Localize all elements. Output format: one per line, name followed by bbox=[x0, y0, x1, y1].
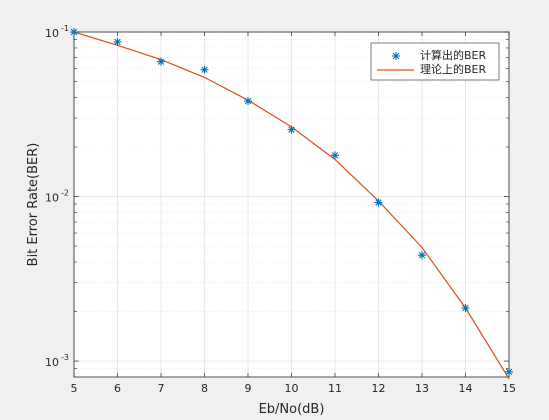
x-tick-label: 6 bbox=[114, 382, 121, 395]
y-axis-label: Bit Error Rate(BER) bbox=[26, 143, 41, 267]
legend[interactable]: 计算出的BER 理论上的BER bbox=[370, 42, 500, 81]
x-tick-label: 11 bbox=[328, 382, 342, 395]
legend-box bbox=[370, 42, 500, 81]
computed-ber-point bbox=[461, 304, 470, 313]
x-tick-label: 8 bbox=[201, 382, 208, 395]
computed-ber-point bbox=[157, 57, 165, 66]
y-axis-ticks: 10-110-210-3 bbox=[45, 24, 509, 369]
computed-ber-point bbox=[287, 125, 296, 134]
grid-minor bbox=[74, 39, 509, 369]
x-tick-label: 13 bbox=[415, 382, 429, 395]
y-tick-label: 10 bbox=[45, 27, 59, 40]
y-tick-exponent: -2 bbox=[61, 189, 69, 198]
computed-ber-point bbox=[70, 28, 78, 36]
series-computed-ber bbox=[70, 28, 513, 376]
x-tick-label: 12 bbox=[372, 382, 386, 395]
y-tick-label: 10 bbox=[45, 356, 59, 369]
computed-ber-point bbox=[200, 65, 209, 74]
grid-major bbox=[73, 31, 510, 377]
legend-computed-label: 计算出的BER bbox=[420, 48, 486, 62]
computed-ber-point bbox=[113, 37, 122, 46]
x-tick-label: 10 bbox=[285, 382, 299, 395]
x-axis-ticks: 5 6 7 8 9 10 11 12 13 14 15 bbox=[71, 32, 516, 395]
y-tick-exponent: -3 bbox=[61, 353, 69, 362]
x-tick-label: 15 bbox=[502, 382, 516, 395]
computed-ber-point bbox=[505, 367, 513, 376]
x-tick-label: 14 bbox=[459, 382, 473, 395]
computed-ber-point bbox=[418, 251, 426, 260]
x-tick-label: 9 bbox=[245, 382, 252, 395]
computed-ber-point bbox=[244, 97, 252, 106]
legend-computed-marker-icon bbox=[392, 52, 400, 60]
legend-theoretical-label: 理论上的BER bbox=[420, 62, 486, 76]
y-tick-label: 10 bbox=[45, 192, 59, 205]
x-axis-label: Eb/No(dB) bbox=[259, 402, 325, 417]
legend-asterisk bbox=[392, 52, 400, 60]
computed-ber-point bbox=[331, 151, 339, 160]
x-tick-label: 7 bbox=[158, 382, 165, 395]
x-tick-label: 5 bbox=[71, 382, 78, 395]
computed-ber-point bbox=[374, 198, 383, 207]
y-tick-exponent: -1 bbox=[61, 24, 69, 33]
